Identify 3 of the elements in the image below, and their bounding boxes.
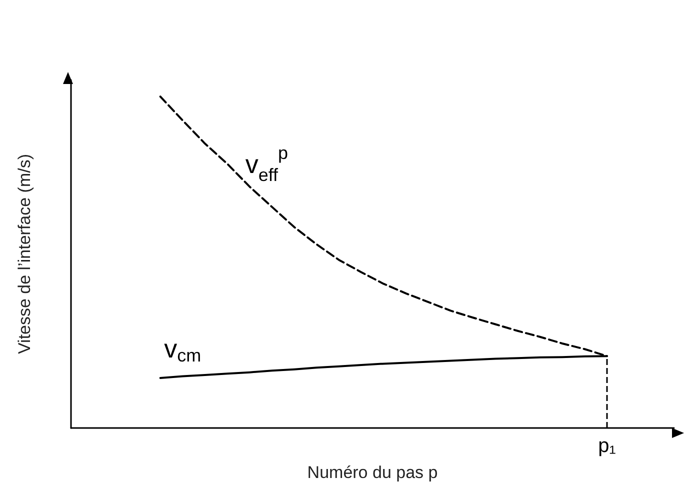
y-axis-title: Vitesse de l’interface (m/s): [15, 154, 34, 354]
text: p₁: [598, 435, 616, 457]
x-axis-title: Numéro du pas p: [307, 463, 438, 482]
